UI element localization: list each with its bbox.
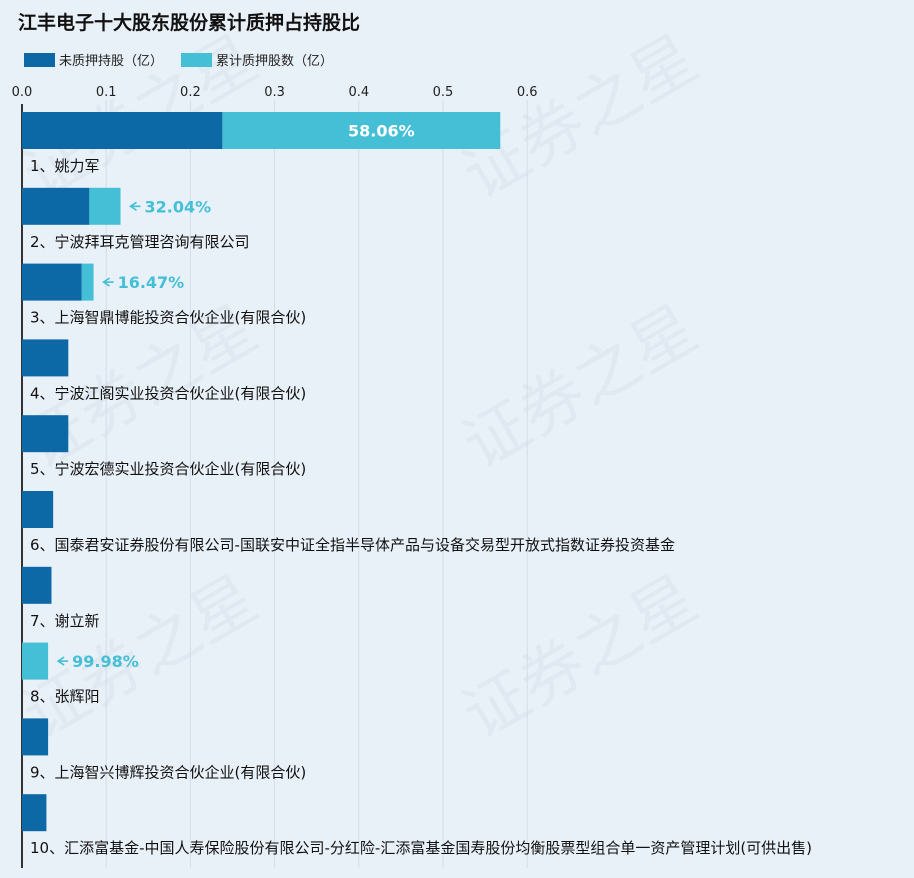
x-tick-label: 0.0 bbox=[12, 85, 33, 100]
legend-label: 未质押持股（亿） bbox=[59, 54, 163, 69]
watermark-text: 证券之星 bbox=[451, 562, 710, 754]
category-label: 7、谢立新 bbox=[30, 612, 100, 630]
watermark-text: 证券之星 bbox=[451, 292, 710, 484]
category-label: 1、姚力军 bbox=[30, 157, 100, 175]
category-label: 2、宁波拜耳克管理咨询有限公司 bbox=[30, 233, 250, 251]
pledge-ratio-label: 16.47% bbox=[118, 273, 185, 292]
category-label: 4、宁波江阁实业投资合伙企业(有限合伙) bbox=[30, 384, 306, 402]
pledge-ratio-labels: 58.06% 32.04% 16.47% 99.98% bbox=[56, 122, 415, 671]
bar-unpledged bbox=[22, 718, 49, 756]
bar-unpledged bbox=[22, 187, 90, 225]
bar-unpledged bbox=[22, 415, 69, 453]
arrow-left-icon bbox=[56, 656, 69, 666]
category-label: 10、汇添富基金-中国人寿保险股份有限公司-分红险-汇添富基金国寿股份均衡股票型… bbox=[30, 839, 812, 857]
category-labels: 1、姚力军 2、宁波拜耳克管理咨询有限公司 3、上海智鼎博能投资合伙企业(有限合伙)… bbox=[30, 157, 812, 857]
bar-unpledged bbox=[22, 794, 47, 832]
category-label: 8、张辉阳 bbox=[30, 688, 100, 706]
bar-unpledged bbox=[22, 112, 223, 149]
x-tick-label: 0.3 bbox=[264, 85, 285, 100]
pledge-ratio-label: 99.98% bbox=[72, 652, 139, 671]
x-tick-label: 0.4 bbox=[348, 85, 369, 100]
bar-unpledged bbox=[22, 491, 54, 528]
pledge-ratio-label: 58.06% bbox=[348, 122, 415, 141]
x-tick-label: 0.1 bbox=[96, 85, 117, 100]
arrow-left-icon bbox=[129, 201, 141, 211]
legend-swatch bbox=[24, 53, 55, 67]
bar-pledged bbox=[22, 642, 49, 680]
category-label: 5、宁波宏德实业投资合伙企业(有限合伙) bbox=[30, 460, 306, 478]
bar-pledged bbox=[89, 187, 121, 225]
bar-pledged bbox=[81, 263, 94, 301]
bar-unpledged bbox=[22, 566, 52, 604]
arrow-left-icon bbox=[102, 277, 114, 287]
bar-unpledged bbox=[22, 263, 82, 301]
pledge-ratio-label: 32.04% bbox=[145, 197, 212, 216]
bars bbox=[22, 112, 501, 832]
x-tick-labels: 0.0 0.1 0.2 0.3 0.4 0.5 0.6 bbox=[12, 85, 538, 100]
grid-lines bbox=[105, 100, 528, 868]
legend-label: 累计质押股数（亿） bbox=[216, 54, 333, 69]
bar-pledged bbox=[222, 112, 501, 149]
x-tick-label: 0.5 bbox=[433, 85, 454, 100]
x-tick-label: 0.2 bbox=[180, 85, 201, 100]
bar-unpledged bbox=[22, 339, 69, 377]
category-label: 3、上海智鼎博能投资合伙企业(有限合伙) bbox=[30, 309, 306, 327]
legend-swatch bbox=[181, 53, 212, 67]
x-tick-label: 0.6 bbox=[517, 85, 538, 100]
legend: 未质押持股（亿） 累计质押股数（亿） bbox=[24, 53, 333, 69]
category-label: 9、上海智兴博辉投资合伙企业(有限合伙) bbox=[30, 763, 306, 781]
chart-title: 江丰电子十大股东股份累计质押占持股比 bbox=[18, 11, 360, 34]
category-label: 6、国泰君安证券股份有限公司-国联安中证全指半导体产品与设备交易型开放式指数证券… bbox=[30, 536, 675, 554]
